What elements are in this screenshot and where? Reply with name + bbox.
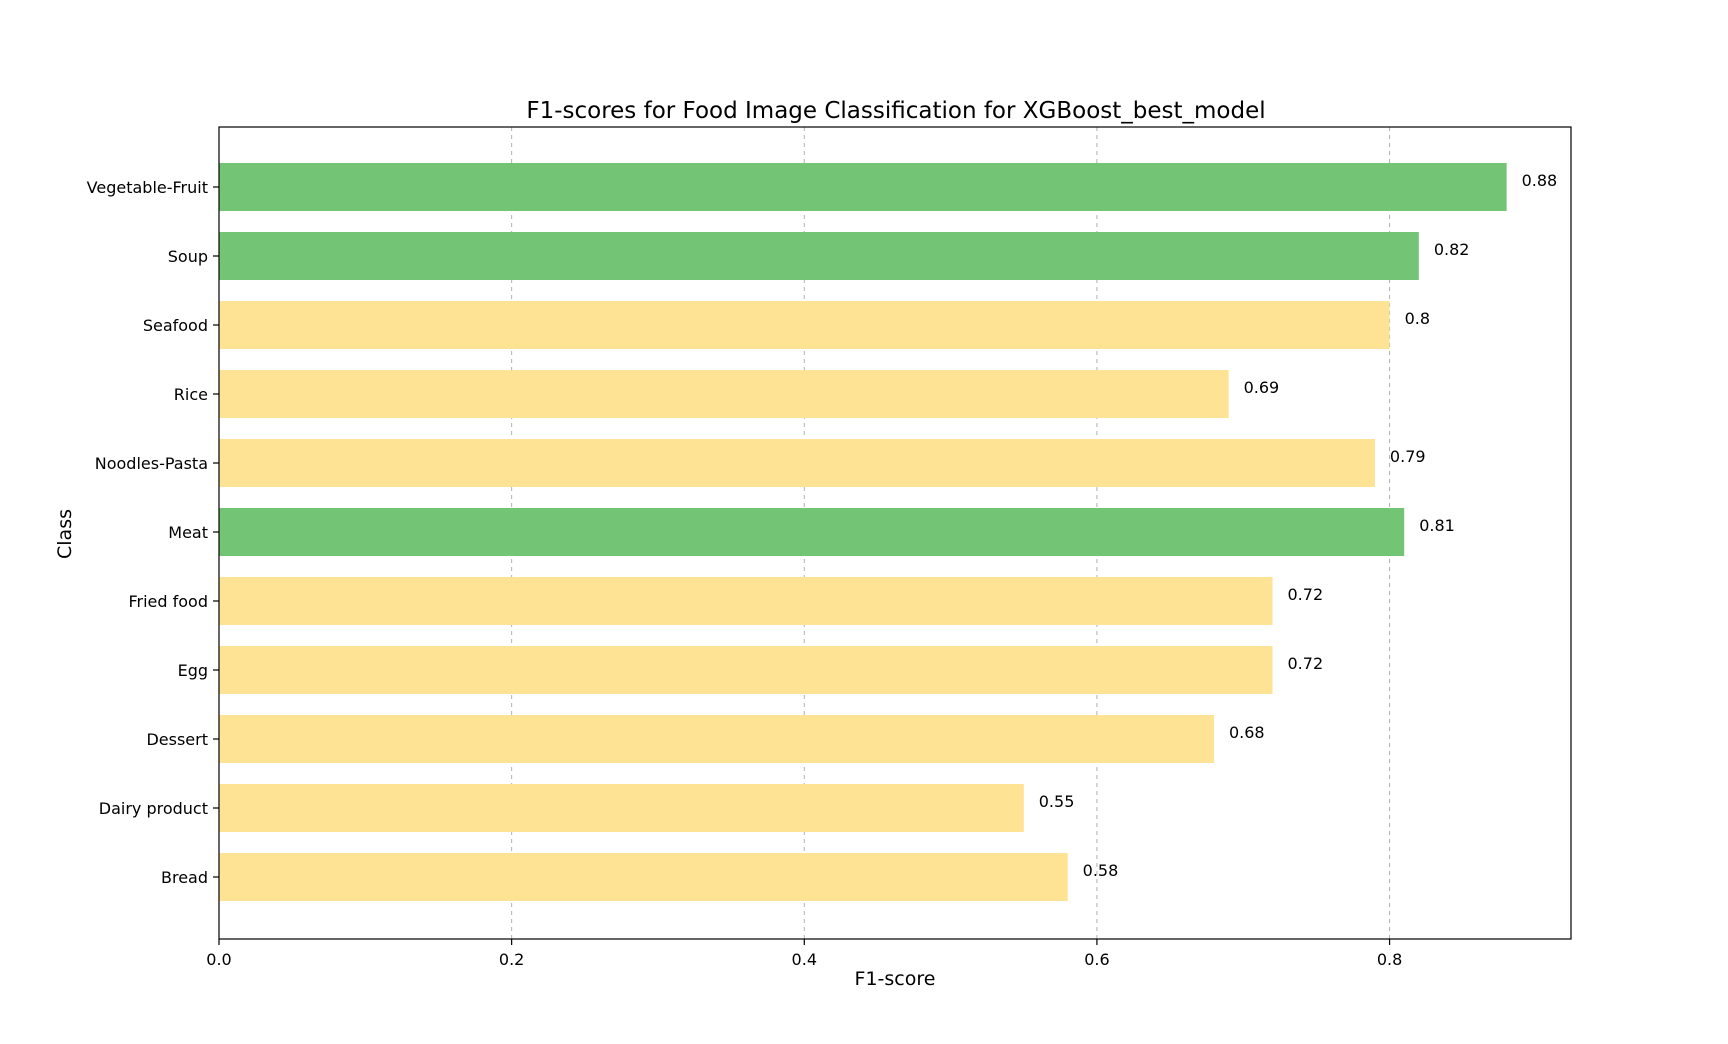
y-tick-label: Rice xyxy=(174,385,208,404)
bar xyxy=(219,646,1273,694)
bar xyxy=(219,508,1405,556)
value-label: 0.88 xyxy=(1522,171,1558,190)
bar xyxy=(219,715,1214,763)
x-axis-ticks: 0.0 0.2 0.4 0.6 0.8 xyxy=(206,939,1402,969)
value-label: 0.68 xyxy=(1229,723,1265,742)
bar xyxy=(219,439,1375,487)
y-tick-label: Bread xyxy=(161,868,208,887)
value-label: 0.79 xyxy=(1390,447,1426,466)
y-tick-label: Dessert xyxy=(146,730,208,749)
plot-frame xyxy=(218,126,1572,940)
y-axis-label: Class xyxy=(54,509,76,559)
y-tick-label: Dairy product xyxy=(99,799,208,818)
y-tick-label: Egg xyxy=(178,661,208,680)
bar xyxy=(219,232,1419,280)
bar xyxy=(219,784,1024,832)
y-tick-label: Meat xyxy=(168,523,208,542)
value-labels: 0.58 0.55 0.68 0.72 0.72 0.81 0.79 0.69 0.8 0.82 0… xyxy=(1039,171,1557,880)
value-label: 0.8 xyxy=(1405,309,1430,328)
value-label: 0.72 xyxy=(1288,654,1324,673)
x-tick-label: 0.2 xyxy=(499,950,524,969)
y-tick-label: Fried food xyxy=(128,592,208,611)
y-axis-ticks: Bread Dairy product Dessert Egg Fried food Me… xyxy=(87,178,219,887)
y-tick-label: Vegetable-Fruit xyxy=(87,178,208,197)
y-tick-label: Soup xyxy=(168,247,208,266)
value-label: 0.81 xyxy=(1419,516,1455,535)
bar xyxy=(219,853,1068,901)
value-label: 0.72 xyxy=(1288,585,1324,604)
x-tick-label: 0.8 xyxy=(1377,950,1402,969)
value-label: 0.58 xyxy=(1083,861,1119,880)
bar xyxy=(219,577,1273,625)
bar xyxy=(219,163,1507,211)
x-axis-label: F1-score xyxy=(855,968,936,990)
bar xyxy=(219,370,1229,418)
bars xyxy=(219,163,1507,901)
x-tick-label: 0.4 xyxy=(792,950,817,969)
y-tick-label: Seafood xyxy=(143,316,208,335)
y-tick-label: Noodles-Pasta xyxy=(95,454,208,473)
x-tick-label: 0.0 xyxy=(206,950,231,969)
value-label: 0.82 xyxy=(1434,240,1470,259)
bar xyxy=(219,301,1390,349)
chart-title: F1-scores for Food Image Classification … xyxy=(526,98,1265,124)
value-label: 0.69 xyxy=(1244,378,1280,397)
x-tick-label: 0.6 xyxy=(1084,950,1109,969)
value-label: 0.55 xyxy=(1039,792,1075,811)
